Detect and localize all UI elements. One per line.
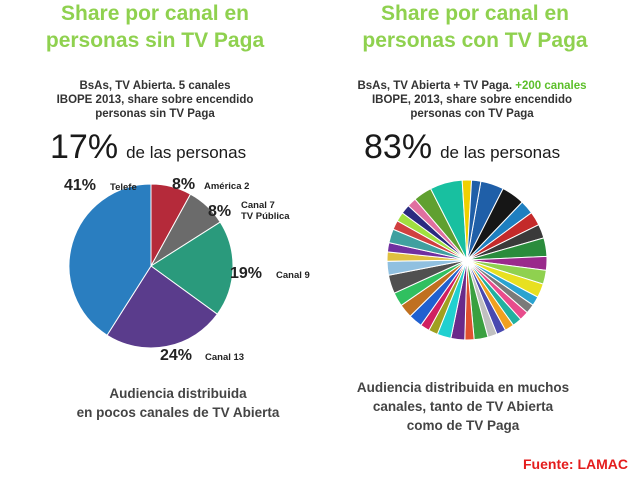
right-title: Share por canal en personas con TV Paga xyxy=(325,0,625,54)
left-pie-slice-2 xyxy=(150,221,234,315)
right-caption-line1: Audiencia distribuida en muchos xyxy=(356,380,570,395)
label-canal13-pct: 24% xyxy=(160,347,192,364)
label-canal9-pct: 19% xyxy=(230,265,262,282)
label-canal7-pct: 8% xyxy=(208,203,231,220)
left-sub-line1: BsAs, TV Abierta. 5 canales xyxy=(79,80,231,92)
left-title: Share por canal en personas sin TV Paga xyxy=(5,0,305,54)
label-tvpublica-name: TV Pública xyxy=(241,211,290,222)
right-subtitle: BsAs, TV Abierta + TV Paga. +200 canales… xyxy=(322,79,622,121)
right-caption: Audiencia distribuida en muchos canales,… xyxy=(313,378,613,435)
left-pie-slice-4 xyxy=(68,183,152,336)
source-note: Fuente: LAMAC xyxy=(523,456,628,472)
right-big-pct: 83% xyxy=(364,128,433,166)
right-caption-line3: como de TV Paga xyxy=(406,418,520,433)
left-subtitle: BsAs, TV Abierta. 5 canales IBOPE 2013, … xyxy=(5,79,305,121)
left-pie-slice-3 xyxy=(106,265,219,349)
left-big-stat: 17% de las personas xyxy=(50,128,246,167)
label-telefe-name: Telefe xyxy=(110,182,137,193)
label-canal13-name: Canal 13 xyxy=(205,352,244,363)
right-pie-slice-37 xyxy=(466,179,482,261)
right-caption-line2: canales, tanto de TV Abierta xyxy=(372,399,554,414)
label-america-pct: 8% xyxy=(172,176,195,193)
right-sub-line3: personas con TV Paga xyxy=(410,108,534,120)
label-america-name: América 2 xyxy=(204,181,249,192)
left-title-line2: personas sin TV Paga xyxy=(45,29,265,52)
left-big-text: de las personas xyxy=(126,143,247,162)
left-title-line1: Share por canal en xyxy=(61,2,249,25)
right-pie-chart xyxy=(386,179,548,341)
label-canal7-name: Canal 7 xyxy=(241,200,275,211)
right-sub-line2: IBOPE, 2013, share sobre encendido xyxy=(371,94,573,106)
right-big-text: de las personas xyxy=(440,143,561,162)
right-big-stat: 83% de las personas xyxy=(364,128,560,167)
label-canal9-name: Canal 9 xyxy=(276,270,310,281)
label-telefe-pct: 41% xyxy=(64,177,96,194)
right-sub-line1: BsAs, TV Abierta + TV Paga. +200 canales xyxy=(322,79,622,93)
right-sub-line1a: BsAs, TV Abierta + TV Paga. xyxy=(357,80,513,92)
left-caption-line2: en pocos canales de TV Abierta xyxy=(76,405,280,420)
left-sub-line3: personas sin TV Paga xyxy=(95,108,215,120)
left-pie-chart: 41% Telefe 8% América 2 8% Canal 7 TV Pú… xyxy=(64,176,310,364)
right-title-line2: personas con TV Paga xyxy=(362,29,588,52)
left-big-pct: 17% xyxy=(50,128,119,166)
left-caption: Audiencia distribuida en pocos canales d… xyxy=(28,384,328,422)
right-title-line1: Share por canal en xyxy=(381,2,569,25)
left-sub-line2: IBOPE 2013, share sobre encendido xyxy=(56,94,254,106)
right-sub-line1b: +200 canales xyxy=(515,80,587,92)
left-caption-line1: Audiencia distribuida xyxy=(109,386,247,401)
